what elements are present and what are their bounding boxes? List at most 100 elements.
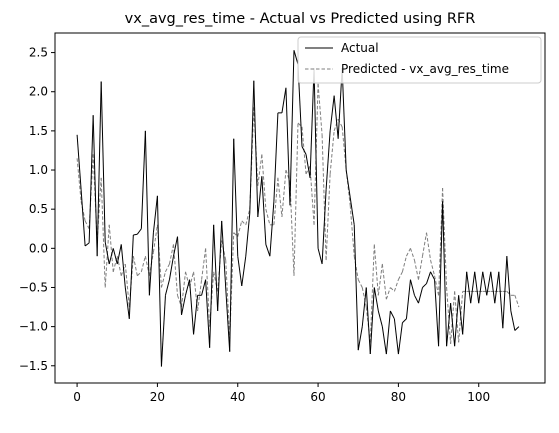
series-line-segment: [104, 241, 110, 265]
y-tick-label: 0.5: [29, 202, 48, 216]
series-line-segment: [185, 279, 191, 296]
plot-area: [55, 33, 545, 383]
series-line-segment: [84, 242, 90, 247]
series-line-segment: [446, 287, 452, 344]
series-line-segment: [76, 134, 82, 190]
series-line-segment: [357, 326, 363, 351]
series-line-segment: [293, 50, 299, 65]
series-line-segment: [100, 177, 106, 288]
series-line-segment: [325, 173, 331, 261]
series-line-segment: [112, 248, 118, 265]
series-line-segment: [417, 287, 423, 304]
series-line-segment: [249, 80, 255, 214]
series-line-segment: [305, 154, 311, 178]
series-line-segment: [430, 271, 435, 280]
series-line-segment: [96, 177, 102, 241]
series-line-segment: [209, 224, 215, 348]
series-line-segment: [454, 291, 460, 343]
series-line-segment: [317, 248, 323, 265]
series-line-segment: [313, 68, 319, 249]
series-line-segment: [160, 271, 166, 288]
series-line-segment: [193, 295, 199, 335]
series-line-segment: [96, 81, 102, 257]
series-line-segment: [253, 80, 259, 218]
y-tick-label: 1.5: [29, 124, 48, 138]
series-line-segment: [281, 87, 287, 113]
series-line-segment: [349, 205, 355, 257]
series-line-segment: [414, 295, 419, 304]
series-line-segment: [209, 271, 215, 327]
series-line-segment: [454, 295, 460, 347]
series-line-segment: [241, 220, 247, 226]
series-line-segment: [76, 158, 82, 202]
series-line-segment: [361, 287, 367, 327]
series-line-segment: [474, 271, 480, 304]
x-tick-label: 60: [310, 390, 325, 404]
series-line-segment: [84, 220, 90, 229]
series-line-segment: [257, 176, 263, 218]
series-line-segment: [233, 232, 239, 237]
series-line-segment: [402, 318, 407, 324]
series-line-segment: [377, 310, 383, 327]
series-line-segment: [341, 68, 347, 171]
series-line-segment: [80, 189, 86, 247]
series-line-segment: [329, 95, 335, 131]
series-line-segment: [144, 130, 150, 296]
series-line-segment: [108, 248, 114, 265]
series-line-segment: [245, 209, 251, 225]
series-line-segment: [353, 224, 359, 351]
series-line-segment: [156, 195, 162, 367]
series-line-segment: [217, 240, 223, 292]
series-line-segment: [237, 220, 243, 237]
series-line-segment: [213, 224, 219, 311]
series-line-segment: [466, 271, 472, 304]
series-line-segment: [422, 283, 427, 288]
axes: 0 20 40 60 80 100 −1.5 −1.0 −0.5 0.0 0.5 1.0 1.5 2.0 2…: [19, 46, 490, 404]
series-line-segment: [393, 318, 399, 355]
series-line-segment: [269, 201, 275, 257]
series-line-segment: [514, 295, 520, 308]
series-line-segment: [345, 169, 351, 198]
series-line-segment: [133, 233, 138, 236]
series-line-segment: [285, 169, 291, 182]
series-line-segment: [201, 279, 207, 296]
legend-box: [297, 36, 542, 84]
series-line-segment: [172, 236, 178, 257]
series-line-segment: [502, 256, 508, 329]
x-tick-label: 0: [73, 390, 81, 404]
series-line-segment: [329, 130, 335, 174]
x-tick-label: 20: [150, 390, 165, 404]
series-line-segment: [112, 256, 118, 272]
series-line-segment: [100, 81, 106, 243]
series-line-segment: [413, 259, 419, 280]
series-line-segment: [152, 224, 158, 253]
series-line-segment: [393, 279, 399, 292]
series-line-segment: [221, 240, 227, 261]
series-line-segment: [92, 115, 98, 257]
series-line-segment: [357, 279, 363, 288]
series-line-segment: [229, 138, 235, 352]
series-line-segment: [116, 244, 122, 265]
series-line-segment: [369, 287, 375, 355]
series-line-segment: [233, 138, 239, 257]
series-line-segment: [177, 295, 182, 308]
series-line-segment: [426, 232, 432, 261]
series-line-segment: [385, 310, 391, 355]
series-line-segment: [225, 260, 231, 339]
legend: Actual Predicted - vx_avg_res_time: [297, 36, 542, 84]
series-line-segment: [313, 83, 319, 225]
series-line-segment: [309, 166, 315, 225]
y-tick-label: 2.5: [29, 46, 48, 60]
series-line-segment: [450, 291, 456, 344]
x-tick-label: 80: [391, 390, 406, 404]
series-line-segment: [309, 68, 315, 178]
series-line-segment: [245, 213, 251, 257]
series-line-segment: [261, 154, 267, 210]
series-line-segment: [430, 259, 436, 276]
series-line-segment: [349, 197, 355, 225]
series-line-segment: [321, 189, 327, 265]
series-line-segment: [422, 232, 428, 257]
y-tick-label: 2.0: [29, 85, 48, 99]
series-line-segment: [205, 279, 211, 348]
series-line-segment: [189, 279, 195, 335]
